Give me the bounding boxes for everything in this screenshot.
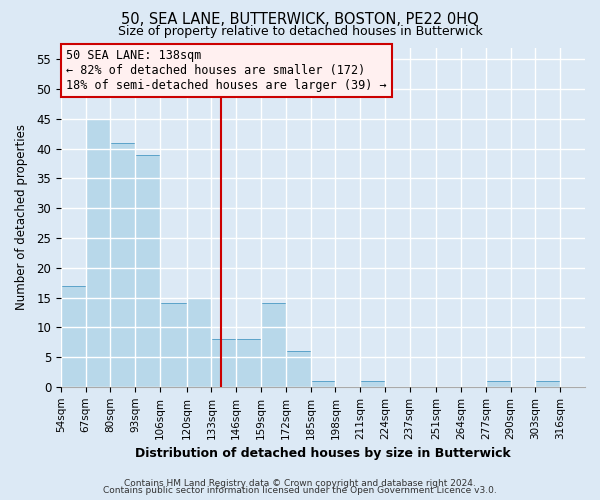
Text: Contains HM Land Registry data © Crown copyright and database right 2024.: Contains HM Land Registry data © Crown c… [124,478,476,488]
Bar [535,381,560,387]
Bar [261,304,286,387]
Text: 50, SEA LANE, BUTTERWICK, BOSTON, PE22 0HQ: 50, SEA LANE, BUTTERWICK, BOSTON, PE22 0… [121,12,479,28]
Bar [311,381,335,387]
Bar [160,304,187,387]
Bar [187,298,211,387]
Bar [110,142,135,387]
X-axis label: Distribution of detached houses by size in Butterwick: Distribution of detached houses by size … [135,447,511,460]
Bar [486,381,511,387]
Bar [236,339,261,387]
Bar [211,339,236,387]
Bar [86,119,110,387]
Bar [286,351,311,387]
Bar [360,381,385,387]
Text: 50 SEA LANE: 138sqm
← 82% of detached houses are smaller (172)
18% of semi-detac: 50 SEA LANE: 138sqm ← 82% of detached ho… [66,49,387,92]
Text: Size of property relative to detached houses in Butterwick: Size of property relative to detached ho… [118,25,482,38]
Text: Contains public sector information licensed under the Open Government Licence v3: Contains public sector information licen… [103,486,497,495]
Bar [61,286,86,387]
Y-axis label: Number of detached properties: Number of detached properties [15,124,28,310]
Bar [135,154,160,387]
